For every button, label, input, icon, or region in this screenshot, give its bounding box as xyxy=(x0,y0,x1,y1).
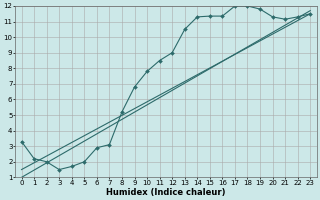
X-axis label: Humidex (Indice chaleur): Humidex (Indice chaleur) xyxy=(106,188,226,197)
